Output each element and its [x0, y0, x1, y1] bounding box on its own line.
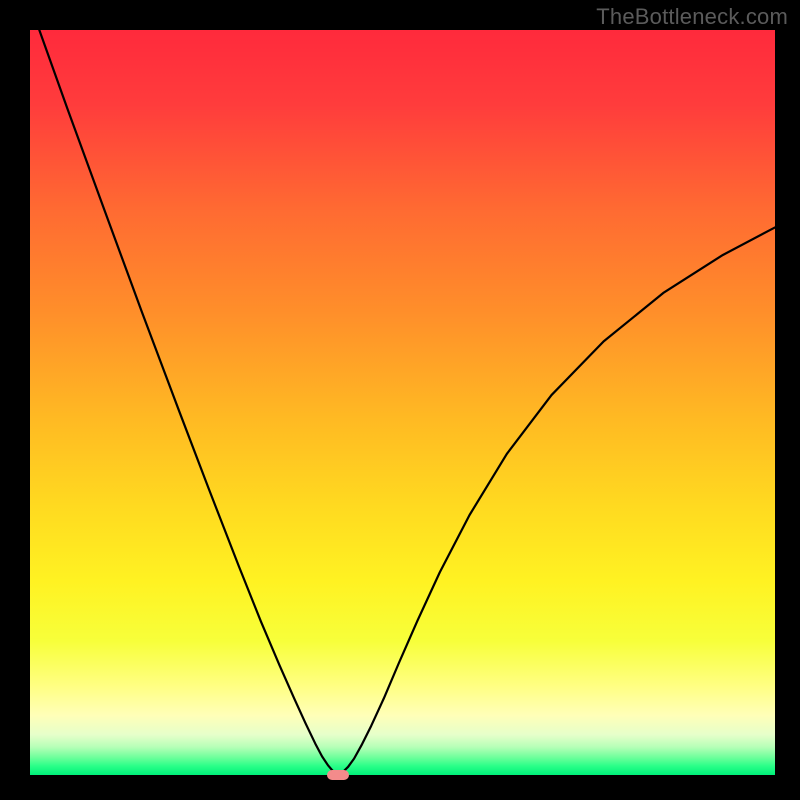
- chart-container: TheBottleneck.com: [0, 0, 800, 800]
- watermark-text: TheBottleneck.com: [596, 4, 788, 30]
- bottleneck-curve: [30, 30, 775, 775]
- plot-area: [30, 30, 775, 775]
- optimum-marker: [327, 770, 349, 780]
